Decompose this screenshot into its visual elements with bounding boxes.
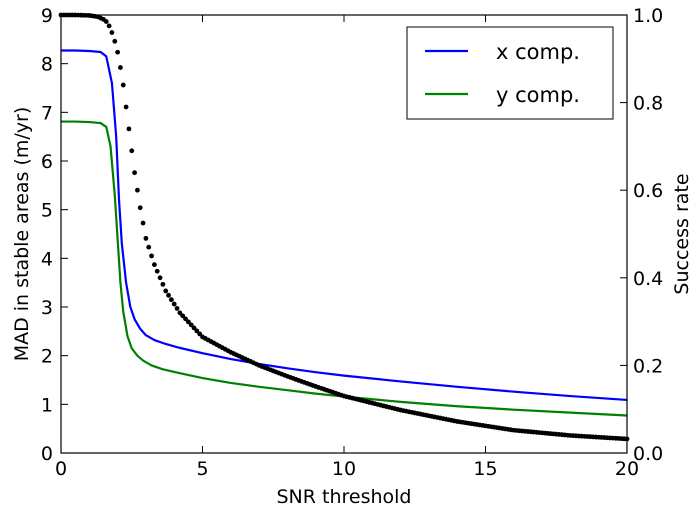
legend-label-x-comp: x comp. xyxy=(496,40,580,64)
x-tick-label: 5 xyxy=(196,458,208,480)
success-rate-point xyxy=(112,38,118,44)
success-rate-point xyxy=(137,205,143,211)
success-rate-point xyxy=(160,281,166,287)
success-rate-point xyxy=(163,288,169,294)
y-right-tick-label: 0.8 xyxy=(633,93,663,115)
series-line-x-comp xyxy=(61,49,628,402)
x-axis-label: SNR threshold xyxy=(277,486,412,508)
success-rate-point xyxy=(149,253,154,259)
success-rate-point xyxy=(197,331,203,337)
y-right-tick-label: 0.4 xyxy=(633,268,663,290)
success-rate-point xyxy=(129,148,135,154)
y-left-tick-label: 5 xyxy=(41,200,53,222)
x-tick-label: 15 xyxy=(473,458,497,480)
success-rate-point xyxy=(126,126,132,132)
y-left-tick-label: 7 xyxy=(41,102,53,124)
y-right-tick-label: 0.0 xyxy=(633,443,663,465)
success-rate-point xyxy=(180,313,186,319)
y-left-tick-label: 9 xyxy=(41,5,53,27)
success-rate-point xyxy=(191,325,197,331)
success-rate-point xyxy=(146,244,152,250)
y-right-tick-label: 1.0 xyxy=(633,5,663,27)
success-rate-point xyxy=(188,322,194,328)
success-rate-point xyxy=(109,30,115,35)
success-rate-point xyxy=(185,319,191,325)
x-tick-label: 0 xyxy=(55,458,67,480)
success-rate-point xyxy=(174,306,180,311)
y-left-tick-label: 3 xyxy=(41,297,53,319)
y-left-tick-label: 6 xyxy=(41,151,53,173)
y-left-tick-label: 1 xyxy=(41,394,53,416)
success-rate-point xyxy=(171,301,177,307)
success-rate-point xyxy=(135,187,140,193)
success-rate-point xyxy=(151,262,157,268)
y-axis-left-label: MAD in stable areas (m/yr) xyxy=(11,107,33,362)
success-rate-point xyxy=(168,297,174,303)
y-right-tick-label: 0.2 xyxy=(633,355,663,377)
success-rate-point xyxy=(123,104,129,110)
success-rate-point xyxy=(183,316,188,322)
success-rate-point xyxy=(115,49,120,55)
success-rate-point xyxy=(106,23,112,29)
y-axis-right-label: Success rate xyxy=(671,173,692,294)
y-left-tick-label: 0 xyxy=(41,443,53,465)
y-left-tick-label: 8 xyxy=(41,54,53,76)
success-rate-point xyxy=(194,328,200,334)
series-line-y-comp xyxy=(61,120,628,417)
success-rate-point xyxy=(157,275,163,281)
x-tick-label: 10 xyxy=(332,458,356,480)
legend: x comp. y comp. xyxy=(406,26,614,120)
x-tick-label: 20 xyxy=(615,458,639,480)
success-rate-point xyxy=(103,19,109,24)
success-rate-point xyxy=(166,292,171,298)
y-right-tick-label: 0.6 xyxy=(633,180,663,202)
success-rate-point xyxy=(120,82,126,88)
success-rate-point xyxy=(143,235,149,241)
ticks-layer: 0 5 10 15 20 0 1 2 3 4 5 6 7 8 9 0.0 0.2 0.4 0.6 0.8 1.0 xyxy=(41,5,663,480)
plot-area: 0 5 10 15 20 0 1 2 3 4 5 6 7 8 9 0.0 0.2 0.4 0.6 0.8 1.0 xyxy=(41,5,663,480)
legend-box xyxy=(406,26,614,120)
success-rate-point xyxy=(154,268,160,274)
success-rate-point xyxy=(177,310,183,316)
success-rate-point xyxy=(140,220,146,226)
legend-label-y-comp: y comp. xyxy=(496,83,580,107)
success-rate-point xyxy=(118,65,123,70)
success-rate-point xyxy=(132,170,137,176)
y-left-tick-label: 4 xyxy=(41,248,53,270)
y-left-tick-label: 2 xyxy=(41,346,53,368)
